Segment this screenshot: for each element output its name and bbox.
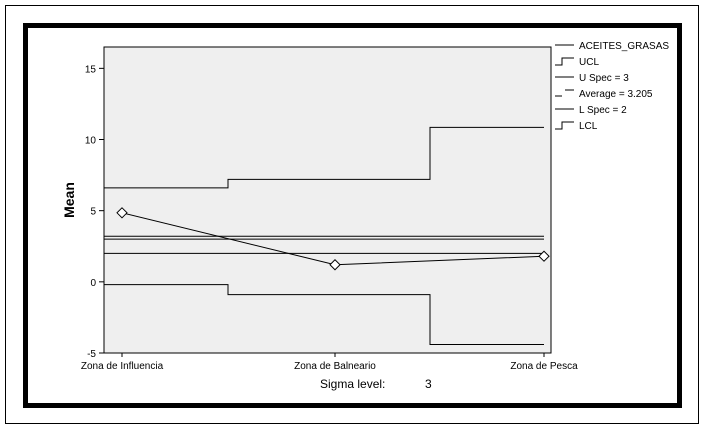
sigma-level-value: 3 xyxy=(425,377,432,391)
y-tick-label: 10 xyxy=(85,136,97,147)
legend-label: Average = 3.205 xyxy=(579,89,653,100)
legend-swatch xyxy=(555,57,574,66)
x-tick-label: Zona de Influencia xyxy=(81,361,164,372)
x-axis: Zona de Influencia Zona de Balneario Zona … xyxy=(81,353,578,372)
data-point-2 xyxy=(329,259,341,271)
legend-label: U Spec = 3 xyxy=(579,73,629,84)
x-tick-label: Zona de Pesca xyxy=(510,361,578,372)
ucl-line xyxy=(104,126,544,189)
legend-label: L Spec = 2 xyxy=(579,105,627,116)
y-axis-label: Mean xyxy=(61,182,77,218)
legend-label: LCL xyxy=(579,121,598,132)
lcl-line xyxy=(104,284,544,345)
series-layer xyxy=(104,126,550,345)
y-axis: -5 0 5 10 15 xyxy=(85,64,104,360)
y-tick-label: -5 xyxy=(87,349,96,360)
legend-label: ACEITES_GRASAS xyxy=(579,41,669,52)
legend-label: UCL xyxy=(579,57,599,68)
data-point-1 xyxy=(116,207,128,219)
control-chart: -5 0 5 10 15 Zona de Influencia Zona de Balne… xyxy=(61,41,669,391)
y-tick-label: 15 xyxy=(85,64,97,75)
legend: ACEITES_GRASAS UCL U Spec = 3 Average = 3.2… xyxy=(555,41,669,132)
chart-container: -5 0 5 10 15 Zona de Influencia Zona de Balne… xyxy=(23,23,682,408)
data-point-3 xyxy=(538,250,550,262)
legend-swatch xyxy=(555,89,574,97)
figure-frame: -5 0 5 10 15 Zona de Influencia Zona de Balne… xyxy=(5,5,699,424)
y-tick-label: 5 xyxy=(90,207,96,218)
y-tick-label: 0 xyxy=(90,278,96,289)
x-tick-label: Zona de Balneario xyxy=(294,361,376,372)
legend-swatch xyxy=(555,121,574,130)
sigma-level-label: Sigma level: xyxy=(320,377,385,391)
plot-area xyxy=(103,46,552,354)
